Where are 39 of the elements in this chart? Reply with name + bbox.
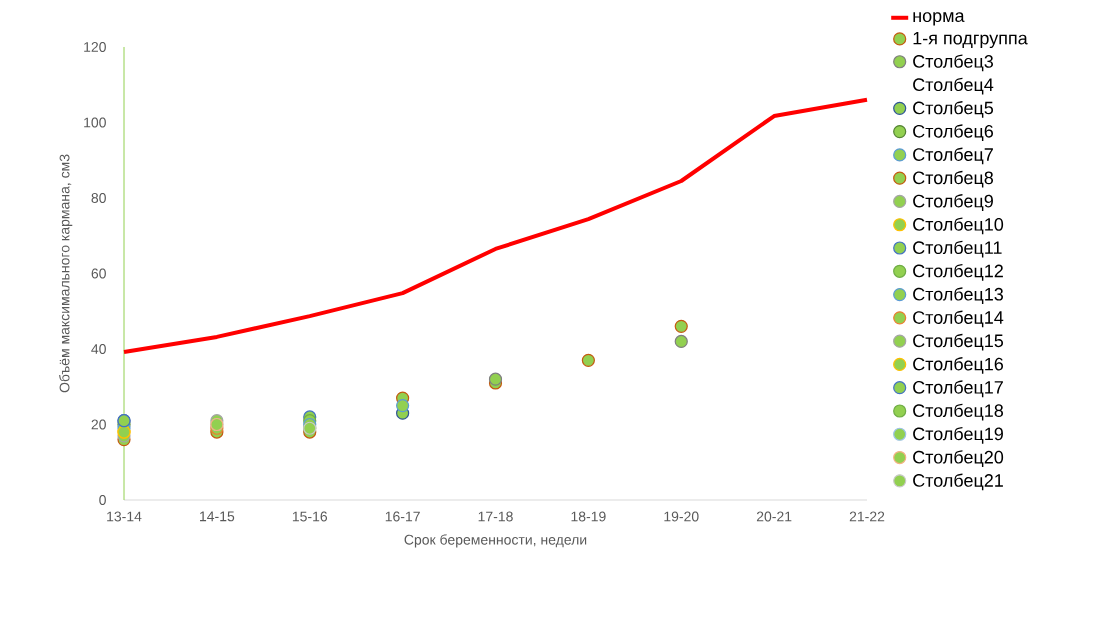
x-tick-label: 21-22 (849, 511, 885, 522)
legend-label: норма (913, 12, 965, 26)
x-tick-label: 14-15 (200, 511, 235, 522)
legend-label: Столбец8 (913, 170, 994, 188)
y-tick-label: 40 (91, 344, 106, 354)
legend-label: Столбец7 (913, 147, 993, 165)
y-tick-label: 100 (84, 117, 106, 128)
x-tick-label: 16-17 (385, 511, 420, 522)
legend-label: Столбец12 (913, 263, 1003, 281)
legend-label: Столбец15 (913, 333, 1004, 351)
x-tick-label: 17-18 (478, 511, 513, 522)
y-tick-label: 0 (99, 495, 106, 505)
legend-label: Столбец5 (913, 100, 994, 118)
x-tick-label: 15-16 (292, 511, 328, 522)
x-tick-label: 19-20 (664, 511, 699, 522)
y-tick-label: 20 (91, 419, 106, 430)
y-tick-label: 120 (84, 42, 106, 52)
x-axis-title: Срок беременности, недели (404, 534, 587, 548)
x-tick-label: 20-21 (756, 511, 792, 522)
legend-label: Столбец21 (913, 473, 1003, 491)
legend-label: Столбец3 (913, 54, 994, 72)
legend-label: Столбец16 (913, 357, 1004, 374)
legend-label: Столбец17 (913, 380, 1003, 398)
legend-label: Столбец14 (913, 310, 1004, 328)
y-axis-title: Объём максимального кармана, см3 (59, 154, 73, 393)
legend-label: Столбец10 (913, 217, 1004, 235)
y-tick-label: 60 (91, 268, 106, 279)
text: Столбец4 (913, 77, 994, 95)
x-tick-label: 18-19 (571, 511, 606, 522)
x-tick-label: 13-14 (107, 511, 142, 522)
legend-label: Столбец18 (913, 403, 1004, 421)
legend-label: 1-я подгруппа (913, 31, 1028, 49)
legend-label: Столбец19 (913, 426, 1003, 444)
legend-label: Столбец20 (913, 450, 1004, 467)
y-tick-label: 80 (91, 193, 106, 203)
legend-label: Столбец6 (913, 124, 994, 142)
legend-label: Столбец9 (913, 194, 993, 211)
legend-label: Столбец11 (913, 240, 1002, 258)
legend-label: Столбец13 (913, 287, 1004, 305)
